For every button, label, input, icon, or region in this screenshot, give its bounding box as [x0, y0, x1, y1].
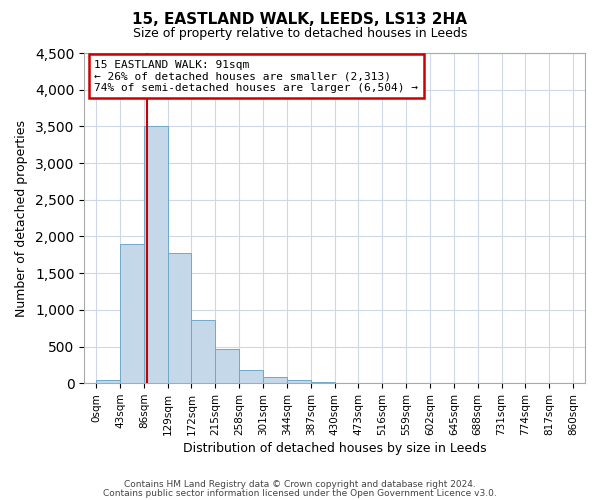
Text: Contains public sector information licensed under the Open Government Licence v3: Contains public sector information licen… [103, 488, 497, 498]
Text: 15 EASTLAND WALK: 91sqm
← 26% of detached houses are smaller (2,313)
74% of semi: 15 EASTLAND WALK: 91sqm ← 26% of detache… [94, 60, 418, 93]
Bar [144, 126, 167, 383]
Bar [215, 350, 239, 383]
Bar [263, 376, 287, 383]
Bar [191, 320, 215, 383]
X-axis label: Distribution of detached houses by size in Leeds: Distribution of detached houses by size … [183, 442, 487, 455]
Text: 15, EASTLAND WALK, LEEDS, LS13 2HA: 15, EASTLAND WALK, LEEDS, LS13 2HA [133, 12, 467, 26]
Text: Size of property relative to detached houses in Leeds: Size of property relative to detached ho… [133, 28, 467, 40]
Bar [311, 382, 335, 383]
Y-axis label: Number of detached properties: Number of detached properties [15, 120, 28, 316]
Bar [96, 380, 120, 383]
Text: Contains HM Land Registry data © Crown copyright and database right 2024.: Contains HM Land Registry data © Crown c… [124, 480, 476, 489]
Bar [287, 380, 311, 383]
Bar [120, 244, 144, 383]
Bar [239, 370, 263, 383]
Bar [167, 252, 191, 383]
